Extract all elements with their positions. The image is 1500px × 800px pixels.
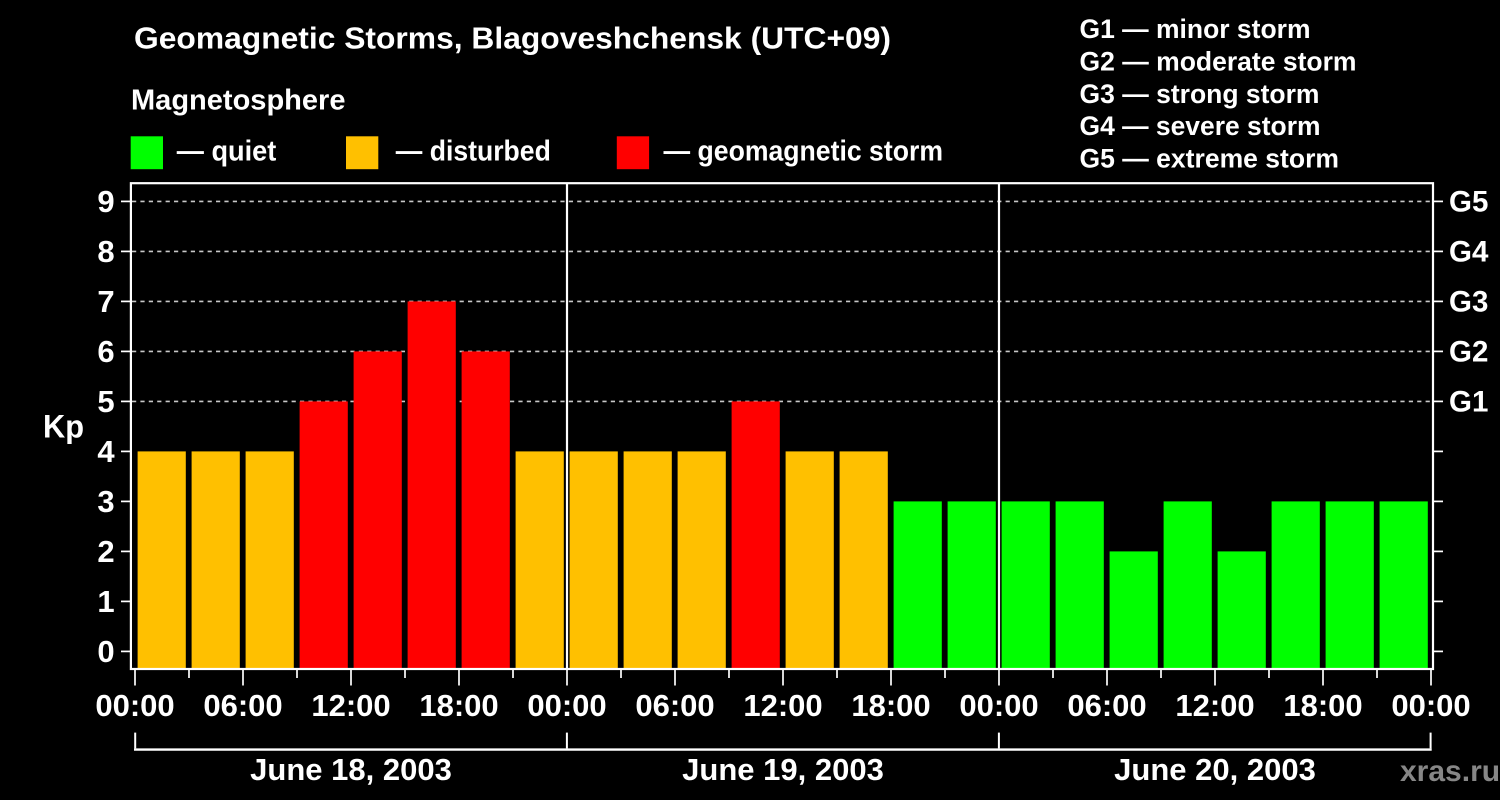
svg-text:G1: G1 [1449, 385, 1488, 418]
svg-text:5: 5 [97, 384, 114, 419]
svg-text:12:00: 12:00 [311, 688, 390, 723]
svg-text:12:00: 12:00 [1175, 688, 1254, 723]
svg-text:3: 3 [97, 484, 114, 519]
svg-text:4: 4 [97, 434, 115, 469]
svg-text:— quiet: — quiet [177, 135, 277, 167]
svg-text:0: 0 [97, 634, 114, 669]
svg-text:06:00: 06:00 [203, 688, 282, 723]
svg-text:00:00: 00:00 [527, 688, 606, 723]
svg-text:G4: G4 [1449, 235, 1489, 268]
svg-text:8: 8 [97, 234, 114, 269]
svg-text:G5 — extreme storm: G5 — extreme storm [1080, 144, 1340, 174]
svg-text:6: 6 [97, 334, 114, 369]
svg-text:06:00: 06:00 [1067, 688, 1146, 723]
svg-text:— disturbed: — disturbed [396, 135, 551, 167]
svg-text:18:00: 18:00 [851, 688, 930, 723]
svg-text:June 18, 2003: June 18, 2003 [250, 752, 452, 787]
svg-text:G2 — moderate storm: G2 — moderate storm [1080, 46, 1357, 76]
svg-text:12:00: 12:00 [743, 688, 822, 723]
svg-text:G1 — minor storm: G1 — minor storm [1080, 14, 1311, 44]
svg-text:00:00: 00:00 [1391, 688, 1470, 723]
svg-text:G3: G3 [1449, 285, 1488, 318]
svg-text:Geomagnetic Storms, Blagoveshc: Geomagnetic Storms, Blagoveshchensk (UTC… [134, 21, 891, 56]
svg-text:— geomagnetic storm: — geomagnetic storm [664, 135, 944, 167]
svg-text:2: 2 [97, 534, 114, 569]
svg-text:Magnetosphere: Magnetosphere [131, 84, 346, 116]
svg-text:1: 1 [97, 584, 114, 619]
svg-text:G3 — strong storm: G3 — strong storm [1080, 79, 1320, 109]
svg-text:00:00: 00:00 [95, 688, 174, 723]
svg-text:06:00: 06:00 [635, 688, 714, 723]
svg-text:G2: G2 [1449, 335, 1488, 368]
svg-text:00:00: 00:00 [959, 688, 1038, 723]
svg-text:18:00: 18:00 [419, 688, 498, 723]
svg-text:G5: G5 [1449, 185, 1488, 218]
svg-text:xras.ru: xras.ru [1400, 755, 1500, 788]
svg-text:June 19, 2003: June 19, 2003 [682, 752, 884, 787]
svg-text:9: 9 [97, 184, 114, 219]
svg-text:7: 7 [97, 284, 114, 319]
svg-text:June 20, 2003: June 20, 2003 [1114, 752, 1316, 787]
svg-text:18:00: 18:00 [1283, 688, 1362, 723]
svg-text:Kp: Kp [43, 409, 84, 445]
svg-text:G4 — severe storm: G4 — severe storm [1080, 111, 1321, 141]
